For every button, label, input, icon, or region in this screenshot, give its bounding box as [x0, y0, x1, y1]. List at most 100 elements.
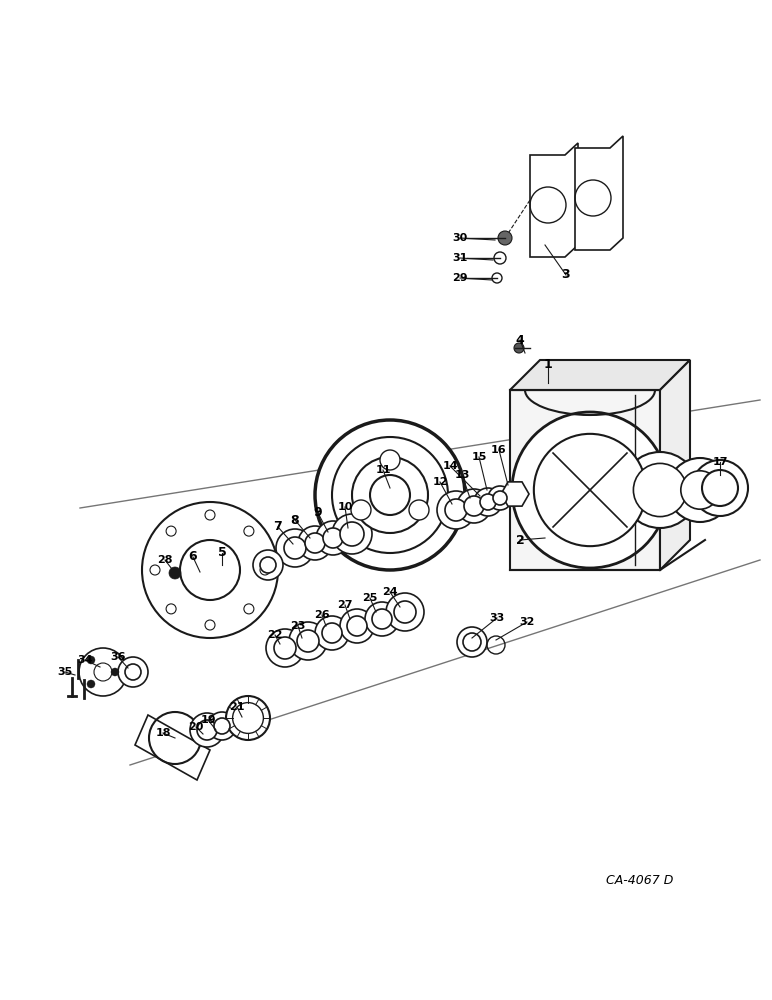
Text: 34: 34: [77, 655, 93, 665]
Text: 33: 33: [489, 613, 505, 623]
Circle shape: [226, 696, 270, 740]
Circle shape: [437, 491, 475, 529]
Text: 22: 22: [267, 630, 283, 640]
Circle shape: [352, 457, 428, 533]
Circle shape: [380, 450, 400, 470]
Circle shape: [512, 412, 668, 568]
Circle shape: [498, 231, 512, 245]
Text: 17: 17: [713, 457, 728, 467]
Circle shape: [445, 499, 467, 521]
Text: 27: 27: [337, 600, 353, 610]
Circle shape: [340, 522, 364, 546]
Circle shape: [244, 526, 254, 536]
Circle shape: [332, 514, 372, 554]
Text: 20: 20: [188, 722, 204, 732]
Circle shape: [79, 648, 127, 696]
Circle shape: [197, 720, 217, 740]
Circle shape: [464, 496, 484, 516]
Circle shape: [372, 609, 392, 629]
Circle shape: [488, 486, 512, 510]
Text: CA-4067 D: CA-4067 D: [606, 874, 674, 886]
Text: 9: 9: [313, 506, 323, 520]
Circle shape: [534, 434, 646, 546]
Circle shape: [457, 627, 487, 657]
Circle shape: [315, 616, 349, 650]
Text: 11: 11: [375, 465, 391, 475]
Polygon shape: [510, 390, 660, 570]
Text: 23: 23: [290, 621, 306, 631]
Circle shape: [125, 664, 141, 680]
Circle shape: [480, 494, 496, 510]
Circle shape: [260, 565, 270, 575]
Circle shape: [622, 452, 698, 528]
Circle shape: [274, 637, 296, 659]
Circle shape: [340, 609, 374, 643]
Text: 3: 3: [562, 268, 571, 282]
Circle shape: [169, 567, 181, 579]
Text: 4: 4: [516, 334, 524, 347]
Circle shape: [305, 533, 325, 553]
Polygon shape: [575, 136, 623, 250]
Text: 10: 10: [337, 502, 353, 512]
Circle shape: [332, 437, 448, 553]
Circle shape: [692, 460, 748, 516]
Circle shape: [260, 557, 276, 573]
Circle shape: [205, 620, 215, 630]
Circle shape: [347, 616, 367, 636]
Circle shape: [166, 604, 176, 614]
Polygon shape: [501, 482, 529, 506]
Circle shape: [166, 526, 176, 536]
Circle shape: [394, 601, 416, 623]
Text: 25: 25: [362, 593, 378, 603]
Text: 16: 16: [491, 445, 506, 455]
Circle shape: [514, 343, 524, 353]
Text: 35: 35: [57, 667, 73, 677]
Circle shape: [205, 510, 215, 520]
Circle shape: [208, 712, 236, 740]
Circle shape: [409, 500, 429, 520]
Circle shape: [681, 471, 720, 509]
Text: 15: 15: [472, 452, 486, 462]
Text: 1: 1: [543, 359, 553, 371]
Circle shape: [111, 668, 119, 676]
Circle shape: [474, 488, 502, 516]
Circle shape: [180, 540, 240, 600]
Circle shape: [351, 500, 371, 520]
Circle shape: [323, 528, 343, 548]
Polygon shape: [135, 715, 210, 780]
Polygon shape: [660, 360, 690, 570]
Text: 14: 14: [442, 461, 458, 471]
Circle shape: [244, 604, 254, 614]
Circle shape: [87, 680, 95, 688]
Circle shape: [668, 458, 732, 522]
Circle shape: [457, 489, 491, 523]
Circle shape: [142, 502, 278, 638]
Text: 26: 26: [314, 610, 330, 620]
Text: 36: 36: [110, 652, 126, 662]
Text: 30: 30: [452, 233, 468, 243]
Circle shape: [633, 463, 686, 517]
Text: 6: 6: [188, 550, 198, 564]
Circle shape: [322, 623, 342, 643]
Text: 21: 21: [229, 702, 245, 712]
Circle shape: [266, 629, 304, 667]
Text: 18: 18: [155, 728, 171, 738]
Circle shape: [150, 565, 160, 575]
Text: 5: 5: [218, 546, 226, 560]
Circle shape: [87, 656, 95, 664]
Circle shape: [493, 491, 507, 505]
Text: 2: 2: [516, 534, 524, 546]
Circle shape: [232, 703, 263, 733]
Circle shape: [298, 526, 332, 560]
Polygon shape: [510, 360, 690, 390]
Polygon shape: [530, 143, 578, 257]
Text: 8: 8: [291, 514, 300, 526]
Circle shape: [297, 630, 319, 652]
Circle shape: [190, 713, 224, 747]
Text: 28: 28: [157, 555, 173, 565]
Text: 24: 24: [382, 587, 398, 597]
Circle shape: [365, 602, 399, 636]
Text: 13: 13: [454, 470, 469, 480]
Text: 12: 12: [432, 477, 448, 487]
Text: 32: 32: [520, 617, 535, 627]
